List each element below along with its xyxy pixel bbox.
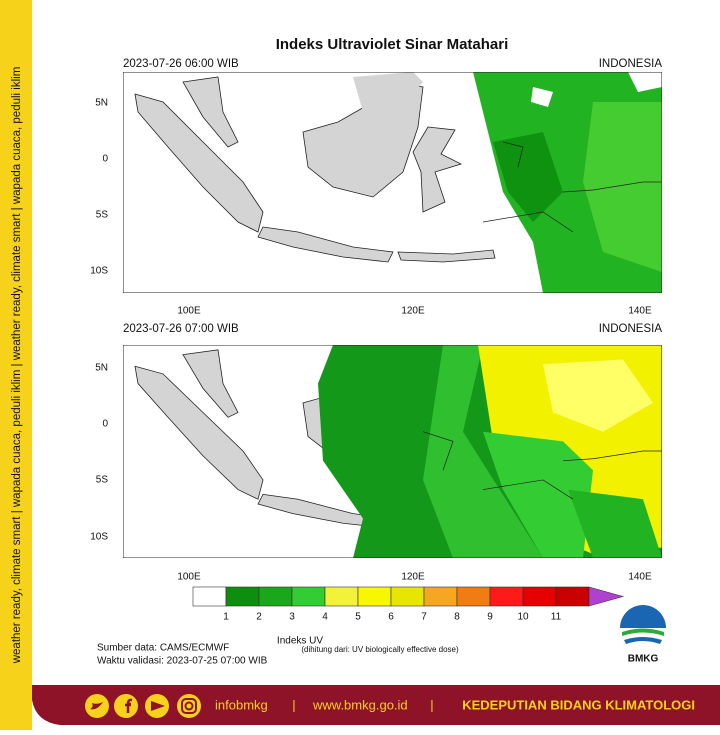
colorbar-box bbox=[390, 586, 425, 607]
colorbar-arrow bbox=[588, 586, 625, 607]
map bbox=[123, 72, 662, 293]
lat-label: 0 bbox=[102, 419, 108, 430]
lon-label: 120E bbox=[401, 306, 425, 317]
colorbar-box bbox=[225, 586, 260, 607]
bmkg-logo: BMKG bbox=[620, 605, 666, 665]
colorbar-box bbox=[489, 586, 524, 607]
colorbar-tick: 6 bbox=[388, 612, 394, 623]
colorbar-box bbox=[555, 586, 590, 607]
panel-time: 2023-07-26 07:00 WIB bbox=[123, 323, 239, 335]
colorbar-tick: 1 bbox=[223, 612, 229, 623]
lat-label: 5S bbox=[96, 210, 109, 221]
colorbar-tick: 4 bbox=[322, 612, 328, 623]
lat-label: 10S bbox=[90, 532, 108, 543]
source: Sumber data: CAMS/ECMWF bbox=[97, 643, 229, 654]
colorbar-box bbox=[357, 586, 392, 607]
colorbar-tick: 10 bbox=[517, 612, 529, 623]
colorbar-tick: 11 bbox=[551, 612, 562, 623]
map bbox=[123, 345, 662, 558]
colorbar-box bbox=[192, 586, 227, 607]
side-strip bbox=[0, 0, 32, 730]
colorbar-box bbox=[522, 586, 557, 607]
colorbar-tick: 3 bbox=[289, 612, 295, 623]
colorbar-tick: 2 bbox=[256, 612, 262, 623]
lat-label: 5N bbox=[95, 98, 108, 109]
footer-url: www.bmkg.go.id bbox=[312, 697, 408, 712]
side-text: weather ready, climate smart | wapada cu… bbox=[11, 67, 23, 665]
panel-time: 2023-07-26 06:00 WIB bbox=[123, 58, 239, 70]
lon-label: 100E bbox=[177, 306, 201, 317]
lon-label: 140E bbox=[628, 306, 652, 317]
lat-label: 5S bbox=[96, 475, 109, 486]
validity: Waktu validasi: 2023-07-25 07:00 WIB bbox=[97, 656, 268, 667]
lon-label: 100E bbox=[177, 572, 201, 583]
colorbar-tick: 7 bbox=[421, 612, 427, 623]
colorbar-box bbox=[456, 586, 491, 607]
colorbar-tick: 8 bbox=[454, 612, 460, 623]
footer-separator: | bbox=[430, 697, 433, 712]
footer-department: KEDEPUTIAN BIDANG KLIMATOLOGI bbox=[462, 697, 695, 712]
lat-label: 0 bbox=[102, 154, 108, 165]
social-icons bbox=[85, 694, 201, 718]
footer-separator: | bbox=[292, 697, 295, 712]
footer-handle: infobmkg bbox=[215, 697, 268, 712]
footer-band bbox=[32, 685, 720, 725]
colorbar-box bbox=[291, 586, 326, 607]
colorbar-box bbox=[324, 586, 359, 607]
lat-label: 10S bbox=[90, 266, 108, 277]
lon-label: 140E bbox=[628, 572, 652, 583]
lon-label: 120E bbox=[401, 572, 425, 583]
panel-region: INDONESIA bbox=[599, 58, 663, 70]
logo-text: BMKG bbox=[628, 654, 659, 665]
panel-region: INDONESIA bbox=[599, 323, 663, 335]
colorbar-tick: 9 bbox=[487, 612, 493, 623]
title: Indeks Ultraviolet Sinar Matahari bbox=[276, 36, 509, 53]
lat-label: 5N bbox=[95, 363, 108, 374]
colorbar-box bbox=[258, 586, 293, 607]
colorbar-tick: 5 bbox=[355, 612, 361, 623]
colorbar-note: (dihitung dari: UV biologically effectiv… bbox=[301, 645, 459, 654]
colorbar-title: Indeks UV bbox=[277, 636, 323, 647]
colorbar-box bbox=[423, 586, 458, 607]
